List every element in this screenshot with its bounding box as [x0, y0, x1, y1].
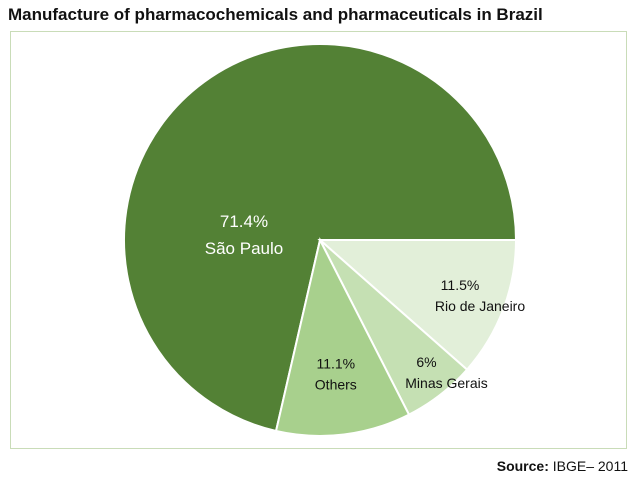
- slice-others-value-label: 11.1%: [316, 355, 355, 371]
- slice-sao-paulo: [123, 43, 518, 433]
- source-note: Source: IBGE– 2011: [497, 458, 628, 474]
- slice-others-name-label: Others: [315, 376, 357, 392]
- slice-sao-paulo-name-label: São Paulo: [205, 239, 283, 258]
- slice-rio-de-janeiro: [317, 239, 518, 372]
- chart-title: Manufacture of pharmacochemicals and pha…: [8, 5, 543, 24]
- slice-minas-gerais-value-label: 6%: [416, 354, 436, 370]
- source-text: IBGE– 2011: [552, 458, 628, 474]
- slice-rio-de-janeiro-name-label: Rio de Janeiro: [435, 298, 525, 314]
- slice-sao-paulo-value-label: 71.4%: [220, 212, 268, 231]
- slice-minas-gerais-name-label: Minas Gerais: [405, 375, 487, 391]
- source-label: Source:: [496, 458, 549, 474]
- slice-others: [274, 237, 411, 437]
- chart-frame: [10, 31, 627, 449]
- slice-rio-de-janeiro-value-label: 11.5%: [441, 277, 480, 293]
